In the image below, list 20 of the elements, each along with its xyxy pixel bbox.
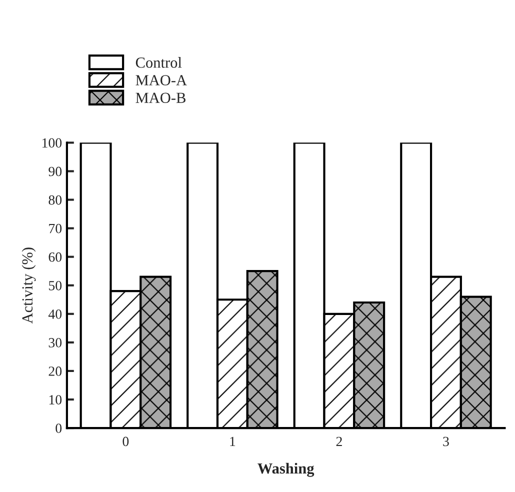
y-tick-label: 10 <box>49 395 62 404</box>
x-tick-label: 0 <box>122 436 129 446</box>
y-tick-label: 0 <box>56 424 62 433</box>
y-tick-label: 100 <box>42 138 62 148</box>
y-tick-label: 90 <box>48 166 62 176</box>
y-tick-label: 20 <box>48 366 62 376</box>
y-tick-label: 30 <box>48 338 62 348</box>
y-tick-label: 80 <box>48 195 62 205</box>
y-tick-label: 70 <box>49 224 62 234</box>
legend-label: MAO-B <box>136 92 186 103</box>
y-tick-label: 40 <box>48 309 62 319</box>
y-axis-title: Activity (%) <box>22 248 36 324</box>
x-tick-label: 2 <box>336 436 342 446</box>
x-tick-label: 3 <box>443 436 449 446</box>
legend-label: Control <box>136 57 182 68</box>
x-tick-label: 1 <box>230 436 236 446</box>
y-tick-label: 60 <box>48 252 62 262</box>
x-axis-title: Washing <box>258 462 314 477</box>
legend-label: MAO-A <box>136 75 187 86</box>
y-tick-label: 50 <box>49 280 62 290</box>
